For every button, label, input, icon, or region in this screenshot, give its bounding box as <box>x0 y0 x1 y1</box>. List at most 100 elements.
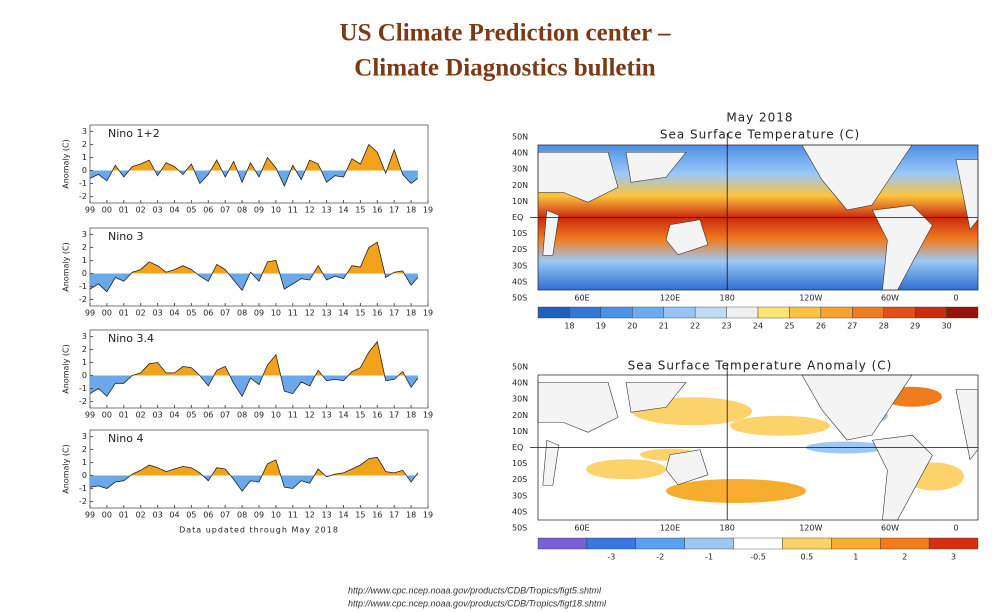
anomaly-line <box>89 143 419 188</box>
x-tick-label: 09 <box>254 309 264 318</box>
map-title: May 2018 <box>726 111 793 125</box>
colorbar-box <box>831 537 881 550</box>
x-tick-label: 08 <box>237 206 247 215</box>
colorbar-label: 2 <box>902 553 907 562</box>
lon-label: 180 <box>720 294 735 303</box>
x-axis-label: Data updated through May 2018 <box>179 526 339 535</box>
y-axis-label: Anomaly (C) <box>62 344 71 393</box>
y-tick-label: -1 <box>79 282 87 291</box>
colorbar-label: -1 <box>705 553 713 562</box>
x-tick-label: 11 <box>288 206 298 215</box>
x-tick-label: 15 <box>355 511 365 520</box>
y-tick-label: 2 <box>82 140 87 149</box>
anomaly-line <box>89 241 419 293</box>
colorbar-box <box>914 306 947 319</box>
x-tick-label: 10 <box>271 206 281 215</box>
negative-area <box>90 475 418 492</box>
anomaly-line <box>89 456 419 492</box>
x-tick-label: 19 <box>423 411 433 420</box>
x-tick-label: 18 <box>406 411 416 420</box>
x-tick-label: 19 <box>423 206 433 215</box>
x-tick-label: 16 <box>372 511 382 520</box>
x-tick-label: 10 <box>271 511 281 520</box>
colorbar-box <box>852 306 884 319</box>
colorbar-box <box>726 306 759 319</box>
x-tick-label: 99 <box>85 309 95 318</box>
x-tick-label: 99 <box>85 206 95 215</box>
map-title: Sea Surface Temperature Anomaly (C) <box>628 359 893 373</box>
x-tick-label: 04 <box>169 206 179 215</box>
x-tick-label: 07 <box>220 309 230 318</box>
y-tick-label: 3 <box>82 230 87 239</box>
lon-label: 120W <box>799 524 822 533</box>
link[interactable]: http://www.cpc.ncep.noaa.gov/products/CD… <box>348 585 602 595</box>
x-tick-label: 08 <box>237 411 247 420</box>
x-tick-label: 11 <box>288 309 298 318</box>
y-axis-label: Anomaly (C) <box>62 242 71 291</box>
x-tick-label: 17 <box>389 206 399 215</box>
y-tick-label: -2 <box>79 192 87 201</box>
x-tick-label: 13 <box>322 206 332 215</box>
x-tick-label: 05 <box>186 309 196 318</box>
y-tick-label: 1 <box>82 153 87 162</box>
y-tick-label: 1 <box>82 358 87 367</box>
x-tick-label: 19 <box>423 511 433 520</box>
x-tick-label: 09 <box>254 411 264 420</box>
x-tick-label: 08 <box>237 309 247 318</box>
x-tick-label: 06 <box>203 511 213 520</box>
colorbar-label: 26 <box>816 322 826 331</box>
y-tick-label: -2 <box>79 295 87 304</box>
x-tick-label: 07 <box>220 206 230 215</box>
x-tick-label: 13 <box>322 309 332 318</box>
x-tick-label: 12 <box>305 309 315 318</box>
colorbar-box <box>663 306 696 319</box>
lon-label: 60E <box>574 524 589 533</box>
y-tick-label: 2 <box>82 345 87 354</box>
y-tick-label: 1 <box>82 458 87 467</box>
anomaly-blob <box>666 479 806 503</box>
y-tick-label: 0 <box>82 471 87 480</box>
y-axis-label: Anomaly (C) <box>62 139 71 188</box>
lat-label: 40S <box>512 507 527 516</box>
lat-label: 20S <box>512 475 527 484</box>
x-tick-label: 13 <box>322 411 332 420</box>
lat-label: 50N <box>512 363 528 372</box>
lat-label: 10N <box>512 427 528 436</box>
colorbar-label: 0.5 <box>801 553 814 562</box>
x-tick-label: 14 <box>338 309 348 318</box>
x-tick-label: 16 <box>372 309 382 318</box>
colorbar-box <box>880 537 930 550</box>
colorbar-label: 28 <box>879 322 889 331</box>
colorbar-label: -3 <box>607 553 615 562</box>
colorbar-box <box>537 306 570 319</box>
y-tick-label: 1 <box>82 256 87 265</box>
panel-title: Nino 3.4 <box>108 332 154 345</box>
panel-title: Nino 4 <box>108 432 143 445</box>
x-tick-label: 01 <box>119 411 129 420</box>
x-tick-label: 05 <box>186 411 196 420</box>
lon-label: 180 <box>720 524 735 533</box>
lat-label: 10S <box>512 459 527 468</box>
y-tick-label: 3 <box>82 332 87 341</box>
x-tick-label: 18 <box>406 511 416 520</box>
x-tick-label: 10 <box>271 411 281 420</box>
x-tick-label: 09 <box>254 206 264 215</box>
x-tick-label: 08 <box>237 511 247 520</box>
lat-label: EQ <box>512 443 523 452</box>
colorbar-label: 20 <box>627 322 637 331</box>
x-tick-label: 17 <box>389 411 399 420</box>
x-tick-label: 01 <box>119 511 129 520</box>
y-tick-label: -2 <box>79 397 87 406</box>
y-tick-label: 0 <box>82 269 87 278</box>
lat-label: 30S <box>512 491 527 500</box>
link[interactable]: http://www.cpc.ncep.noaa.gov/products/CD… <box>348 598 607 608</box>
colorbar-box <box>789 306 822 319</box>
x-tick-label: 03 <box>153 309 163 318</box>
x-tick-label: 02 <box>136 309 146 318</box>
lon-label: 0 <box>953 524 958 533</box>
panel-title: Nino 3 <box>108 230 143 243</box>
colorbar-box <box>635 537 685 550</box>
x-tick-label: 02 <box>136 411 146 420</box>
x-tick-label: 00 <box>102 411 112 420</box>
